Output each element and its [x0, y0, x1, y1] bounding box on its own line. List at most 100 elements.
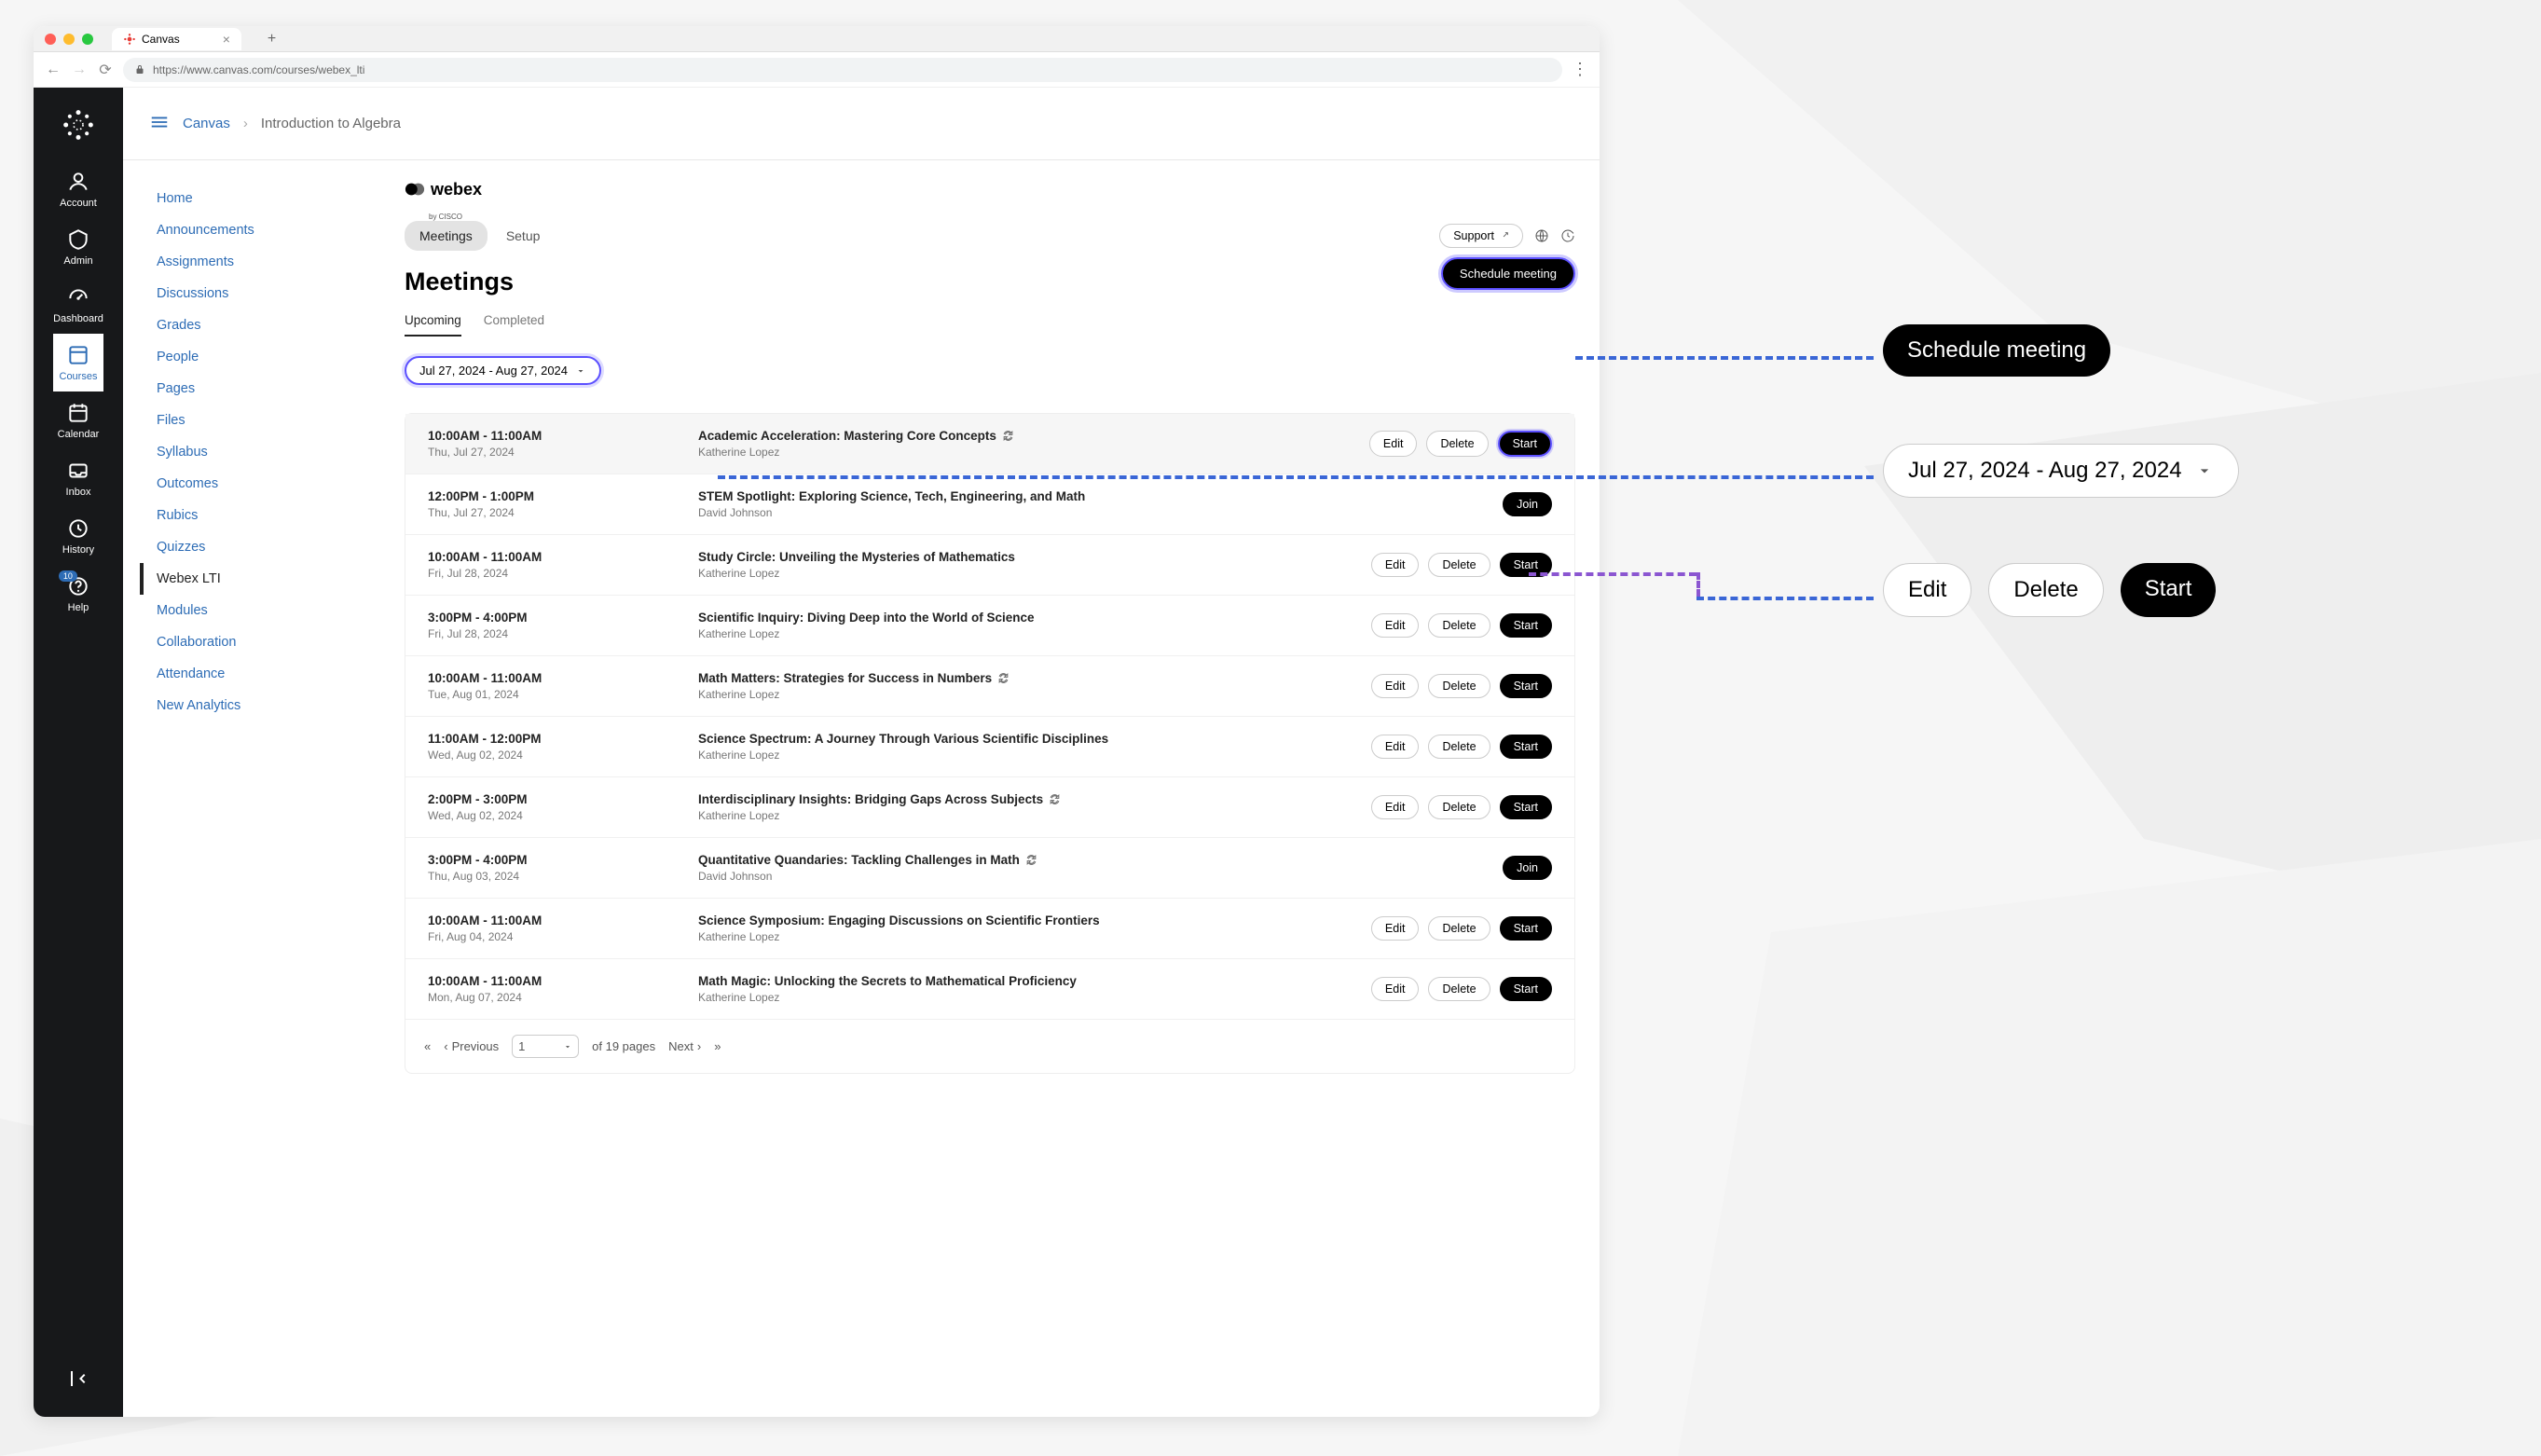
delete-button[interactable]: Delete — [1428, 735, 1490, 759]
delete-button[interactable]: Delete — [1428, 977, 1490, 1001]
start-button[interactable]: Start — [1500, 916, 1552, 941]
global-nav-history[interactable]: History — [53, 507, 103, 565]
join-button[interactable]: Join — [1503, 856, 1552, 880]
canvas-logo[interactable] — [60, 106, 97, 144]
course-nav-outcomes[interactable]: Outcomes — [140, 468, 380, 500]
meeting-time: 10:00AM - 11:00AMThu, Jul 27, 2024 — [428, 429, 698, 459]
edit-button[interactable]: Edit — [1369, 431, 1418, 457]
reload-button[interactable]: ⟳ — [97, 61, 114, 79]
edit-button[interactable]: Edit — [1371, 674, 1420, 698]
callout-schedule-meeting: Schedule meeting — [1883, 324, 2110, 377]
course-nav-people[interactable]: People — [140, 341, 380, 373]
edit-button[interactable]: Edit — [1371, 613, 1420, 638]
start-button[interactable]: Start — [1498, 431, 1552, 457]
forward-button[interactable]: → — [71, 62, 88, 78]
meeting-actions: Join — [1503, 492, 1552, 516]
edit-button[interactable]: Edit — [1371, 977, 1420, 1001]
main-panel: webex by CISCO Meetings Setup Support — [380, 160, 1600, 1417]
global-nav-admin[interactable]: Admin — [53, 218, 103, 276]
admin-icon — [66, 227, 90, 252]
delete-button[interactable]: Delete — [1428, 553, 1490, 577]
edit-button[interactable]: Edit — [1371, 916, 1420, 941]
meeting-time: 10:00AM - 11:00AMFri, Aug 04, 2024 — [428, 913, 698, 943]
course-nav-files[interactable]: Files — [140, 405, 380, 436]
global-nav-courses[interactable]: Courses — [53, 334, 103, 391]
course-nav-syllabus[interactable]: Syllabus — [140, 436, 380, 468]
date-range-filter[interactable]: Jul 27, 2024 - Aug 27, 2024 — [405, 356, 601, 385]
global-nav-help[interactable]: Help10 — [53, 565, 103, 623]
meeting-detail: Science Symposium: Engaging Discussions … — [698, 913, 1371, 943]
pager-prev[interactable]: ‹ Previous — [444, 1039, 499, 1053]
schedule-meeting-button[interactable]: Schedule meeting — [1441, 257, 1575, 290]
course-nav-attendance[interactable]: Attendance — [140, 658, 380, 690]
course-nav-assignments[interactable]: Assignments — [140, 246, 380, 278]
start-button[interactable]: Start — [1500, 613, 1552, 638]
back-button[interactable]: ← — [45, 62, 62, 78]
subtab-completed[interactable]: Completed — [484, 313, 544, 337]
history-icon[interactable] — [1560, 228, 1575, 243]
globe-icon[interactable] — [1534, 228, 1549, 243]
tab-meetings[interactable]: Meetings — [405, 221, 488, 251]
delete-button[interactable]: Delete — [1428, 674, 1490, 698]
delete-button[interactable]: Delete — [1426, 431, 1488, 457]
address-bar[interactable]: https://www.canvas.com/courses/webex_lti — [123, 58, 1562, 82]
account-icon — [66, 170, 90, 194]
browser-menu-button[interactable]: ⋮ — [1572, 60, 1588, 79]
edit-button[interactable]: Edit — [1371, 795, 1420, 819]
recurring-icon — [997, 672, 1010, 684]
delete-button[interactable]: Delete — [1428, 613, 1490, 638]
minimize-window-icon[interactable] — [63, 34, 75, 45]
meeting-row: 10:00AM - 11:00AMThu, Jul 27, 2024Academ… — [405, 414, 1574, 474]
browser-tab[interactable]: Canvas × — [112, 28, 241, 50]
course-nav-discussions[interactable]: Discussions — [140, 278, 380, 309]
edit-button[interactable]: Edit — [1371, 735, 1420, 759]
course-nav-webex-lti[interactable]: Webex LTI — [140, 563, 380, 595]
delete-button[interactable]: Delete — [1428, 916, 1490, 941]
content-column: Canvas › Introduction to Algebra HomeAnn… — [123, 88, 1600, 1417]
date-filter-row: Jul 27, 2024 - Aug 27, 2024 — [405, 356, 1575, 385]
webex-brand-sub: by CISCO — [429, 213, 1575, 221]
breadcrumb-root[interactable]: Canvas — [183, 116, 230, 131]
global-nav-inbox[interactable]: Inbox — [53, 449, 103, 507]
start-button[interactable]: Start — [1500, 735, 1552, 759]
collapse-nav-button[interactable] — [67, 1367, 89, 1394]
pager-last[interactable]: » — [714, 1039, 721, 1053]
canvas-favicon-icon — [123, 33, 136, 46]
close-window-icon[interactable] — [45, 34, 56, 45]
course-nav-rubics[interactable]: Rubics — [140, 500, 380, 531]
course-nav-new-analytics[interactable]: New Analytics — [140, 690, 380, 721]
pager-first[interactable]: « — [424, 1039, 431, 1053]
meeting-actions: Edit Delete Start — [1371, 916, 1552, 941]
meeting-time: 3:00PM - 4:00PMThu, Aug 03, 2024 — [428, 853, 698, 883]
browser-window: Canvas × + ← → ⟳ https://www.canvas.com/… — [34, 26, 1600, 1417]
pager-next[interactable]: Next › — [668, 1039, 701, 1053]
recurring-icon — [1025, 854, 1037, 866]
course-nav-quizzes[interactable]: Quizzes — [140, 531, 380, 563]
subtab-upcoming[interactable]: Upcoming — [405, 313, 461, 337]
delete-button[interactable]: Delete — [1428, 795, 1490, 819]
start-button[interactable]: Start — [1500, 977, 1552, 1001]
start-button[interactable]: Start — [1500, 795, 1552, 819]
new-tab-button[interactable]: + — [268, 31, 276, 48]
tab-setup[interactable]: Setup — [491, 221, 556, 251]
course-nav-grades[interactable]: Grades — [140, 309, 380, 341]
breadcrumb-separator: › — [243, 116, 248, 131]
edit-button[interactable]: Edit — [1371, 553, 1420, 577]
support-button[interactable]: Support — [1439, 224, 1523, 248]
global-nav-dashboard[interactable]: Dashboard — [53, 276, 103, 334]
url-bar: ← → ⟳ https://www.canvas.com/courses/web… — [34, 52, 1600, 88]
course-nav-collaboration[interactable]: Collaboration — [140, 626, 380, 658]
maximize-window-icon[interactable] — [82, 34, 93, 45]
global-nav-calendar[interactable]: Calendar — [53, 391, 103, 449]
course-nav-modules[interactable]: Modules — [140, 595, 380, 626]
global-nav-account[interactable]: Account — [53, 160, 103, 218]
join-button[interactable]: Join — [1503, 492, 1552, 516]
close-tab-icon[interactable]: × — [223, 32, 230, 47]
window-controls — [45, 34, 93, 45]
course-nav-pages[interactable]: Pages — [140, 373, 380, 405]
pager-page-input[interactable]: 1 — [512, 1035, 579, 1058]
course-nav-announcements[interactable]: Announcements — [140, 214, 380, 246]
menu-toggle-button[interactable] — [149, 112, 170, 136]
start-button[interactable]: Start — [1500, 674, 1552, 698]
course-nav-home[interactable]: Home — [140, 183, 380, 214]
